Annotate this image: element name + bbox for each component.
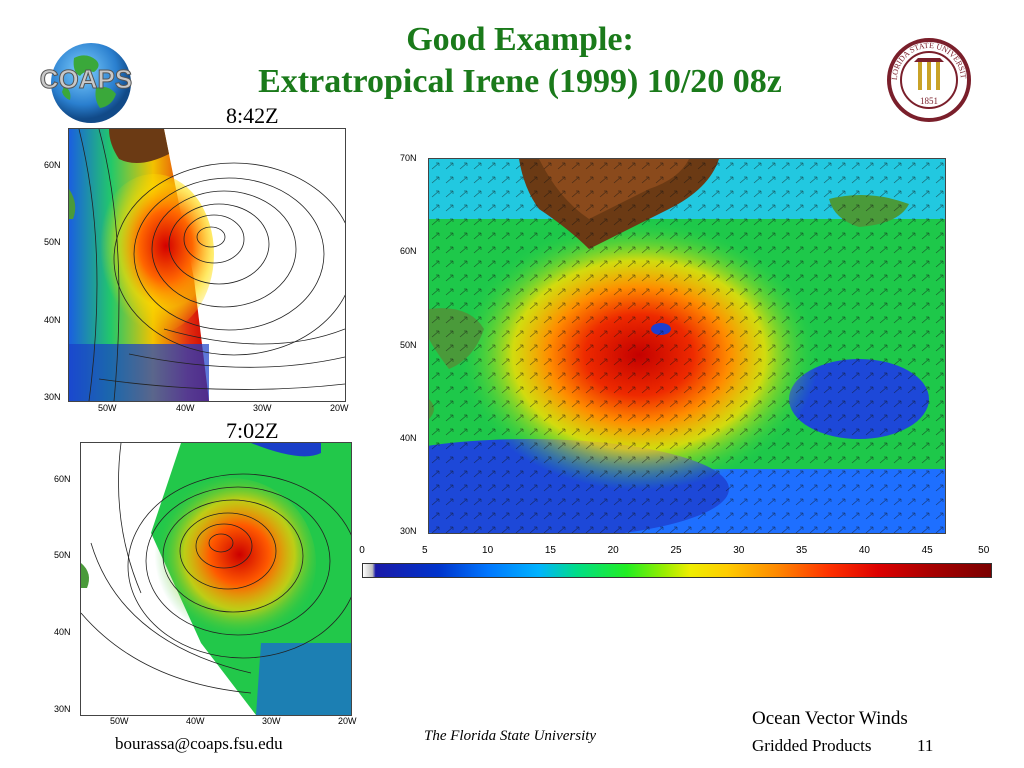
- footer-subject: Ocean Vector Winds: [752, 708, 908, 729]
- bottom-lat-50n: 50N: [54, 550, 71, 560]
- slide-title-line2: Extratropical Irene (1999) 10/20 08z: [258, 63, 782, 100]
- top-lat-30n: 30N: [44, 392, 61, 402]
- colorbar-tick: 15: [544, 545, 556, 556]
- right-gridded-wind-map: [428, 158, 946, 534]
- bottom-lat-60n: 60N: [54, 474, 71, 484]
- colorbar-tick: 5: [422, 545, 428, 556]
- seal-year: 1851: [920, 96, 938, 106]
- right-lat-50n: 50N: [400, 340, 417, 350]
- wind-speed-colorbar: [362, 563, 992, 578]
- bottom-lon-40w: 40W: [186, 716, 205, 726]
- top-lat-60n: 60N: [44, 160, 61, 170]
- top-lon-50w: 50W: [98, 403, 117, 413]
- right-lat-60n: 60N: [400, 246, 417, 256]
- colorbar-tick: 35: [796, 545, 808, 556]
- fsu-seal: FLORIDA STATE UNIVERSITY 1851: [881, 31, 974, 122]
- top-lat-40n: 40N: [44, 315, 61, 325]
- bottom-lon-30w: 30W: [262, 716, 281, 726]
- bottom-lat-30n: 30N: [54, 704, 71, 714]
- bottom-left-wind-map: [80, 442, 352, 716]
- colorbar-ticks: 0 5 10 15 20 25 30 35 40 45 50: [359, 545, 990, 559]
- colorbar-tick: 10: [482, 545, 494, 556]
- top-lat-50n: 50N: [44, 237, 61, 247]
- top-lon-30w: 30W: [253, 403, 272, 413]
- colorbar-tick: 45: [921, 545, 933, 556]
- colorbar-tick: 30: [733, 545, 745, 556]
- footer-section: Gridded Products: [752, 736, 872, 755]
- colorbar-tick: 0: [359, 545, 365, 556]
- bottom-lon-20w: 20W: [338, 716, 357, 726]
- right-lat-70n: 70N: [400, 153, 417, 163]
- bottom-panel-time-label: 7:02Z: [226, 418, 279, 443]
- top-panel-time-label: 8:42Z: [226, 103, 279, 128]
- footer-university: The Florida State University: [424, 728, 597, 744]
- top-lon-40w: 40W: [176, 403, 195, 413]
- colorbar-tick: 20: [607, 545, 619, 556]
- right-lat-30n: 30N: [400, 526, 417, 536]
- top-left-wind-map: [68, 128, 346, 402]
- footer-email[interactable]: bourassa@coaps.fsu.edu: [115, 734, 283, 753]
- right-lat-40n: 40N: [400, 433, 417, 443]
- top-lon-20w: 20W: [330, 403, 349, 413]
- footer-page-number: 11: [917, 736, 934, 755]
- coaps-logo-text: COAPS: [40, 64, 132, 94]
- bottom-lat-40n: 40N: [54, 627, 71, 637]
- bottom-lon-50w: 50W: [110, 716, 129, 726]
- colorbar-tick: 25: [670, 545, 682, 556]
- coaps-logo: COAPS: [36, 36, 136, 126]
- slide-title-line1: Good Example:: [406, 21, 634, 58]
- colorbar-tick: 40: [858, 545, 870, 556]
- colorbar-tick: 50: [978, 545, 990, 556]
